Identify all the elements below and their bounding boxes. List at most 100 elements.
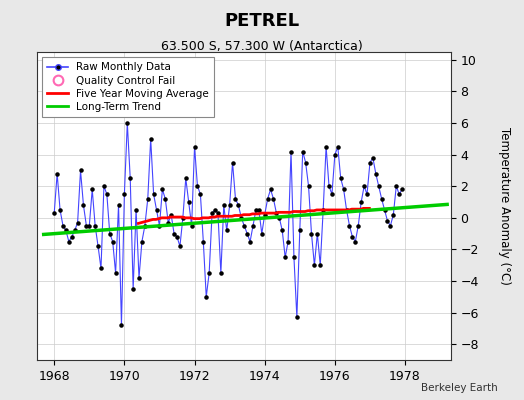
Point bbox=[372, 170, 380, 177]
Point bbox=[225, 202, 234, 208]
Point bbox=[123, 120, 132, 126]
Point bbox=[155, 222, 163, 229]
Point bbox=[287, 148, 295, 155]
Point bbox=[188, 222, 196, 229]
Point bbox=[73, 219, 82, 226]
Point bbox=[140, 222, 149, 229]
Point bbox=[126, 175, 135, 182]
Point bbox=[340, 186, 348, 193]
Point bbox=[77, 167, 85, 174]
Point bbox=[392, 183, 400, 190]
Point bbox=[228, 159, 237, 166]
Point bbox=[264, 196, 272, 202]
Point bbox=[260, 212, 269, 218]
Point bbox=[50, 210, 58, 216]
Point bbox=[94, 243, 102, 250]
Point bbox=[304, 183, 313, 190]
Point bbox=[252, 207, 260, 213]
Point bbox=[97, 265, 105, 272]
Point bbox=[149, 191, 158, 197]
Point bbox=[105, 230, 114, 237]
Point bbox=[377, 196, 386, 202]
Point bbox=[278, 227, 287, 234]
Point bbox=[301, 159, 310, 166]
Point bbox=[357, 199, 365, 205]
Y-axis label: Temperature Anomaly (°C): Temperature Anomaly (°C) bbox=[498, 127, 511, 285]
Point bbox=[53, 170, 61, 177]
Point bbox=[272, 210, 280, 216]
Point bbox=[91, 222, 100, 229]
Point bbox=[147, 136, 155, 142]
Point bbox=[64, 238, 73, 245]
Point bbox=[398, 186, 406, 193]
Point bbox=[164, 219, 172, 226]
Point bbox=[114, 202, 123, 208]
Point bbox=[336, 175, 345, 182]
Point bbox=[307, 230, 315, 237]
Point bbox=[158, 186, 167, 193]
Point bbox=[167, 212, 176, 218]
Point bbox=[85, 222, 93, 229]
Point bbox=[216, 270, 225, 276]
Point bbox=[56, 207, 64, 213]
Point bbox=[313, 230, 322, 237]
Point bbox=[383, 218, 391, 224]
Point bbox=[234, 202, 243, 208]
Point bbox=[152, 207, 161, 213]
Point bbox=[266, 186, 275, 193]
Point bbox=[108, 238, 117, 245]
Point bbox=[100, 183, 108, 190]
Point bbox=[375, 183, 383, 190]
Point bbox=[249, 222, 257, 229]
Point bbox=[208, 210, 216, 216]
Point bbox=[386, 222, 395, 229]
Point bbox=[345, 222, 354, 229]
Point bbox=[348, 234, 357, 240]
Legend: Raw Monthly Data, Quality Control Fail, Five Year Moving Average, Long-Term Tren: Raw Monthly Data, Quality Control Fail, … bbox=[42, 57, 214, 117]
Point bbox=[342, 207, 351, 213]
Point bbox=[389, 212, 398, 218]
Point bbox=[275, 215, 283, 221]
Point bbox=[79, 202, 88, 208]
Point bbox=[182, 175, 190, 182]
Point bbox=[190, 144, 199, 150]
Point bbox=[395, 191, 403, 197]
Point bbox=[351, 238, 359, 245]
Point bbox=[220, 202, 228, 208]
Point bbox=[132, 207, 140, 213]
Point bbox=[237, 215, 246, 221]
Point bbox=[296, 227, 304, 234]
Point bbox=[199, 238, 208, 245]
Point bbox=[290, 254, 298, 260]
Point bbox=[328, 191, 336, 197]
Point bbox=[161, 196, 169, 202]
Point bbox=[135, 275, 143, 281]
Point bbox=[310, 262, 319, 268]
Point bbox=[366, 159, 374, 166]
Point bbox=[176, 243, 184, 250]
Point bbox=[68, 234, 76, 240]
Point bbox=[173, 234, 181, 240]
Point bbox=[316, 262, 324, 268]
Point bbox=[258, 230, 266, 237]
Point bbox=[363, 191, 371, 197]
Point bbox=[284, 238, 292, 245]
Point bbox=[354, 222, 363, 229]
Point bbox=[380, 207, 389, 213]
Point bbox=[281, 254, 289, 260]
Point bbox=[88, 186, 96, 193]
Point bbox=[325, 183, 333, 190]
Point bbox=[334, 144, 342, 150]
Point bbox=[231, 196, 239, 202]
Point bbox=[214, 210, 222, 216]
Point bbox=[211, 207, 219, 213]
Point bbox=[202, 294, 211, 300]
Point bbox=[196, 191, 204, 197]
Point bbox=[205, 270, 213, 276]
Text: 63.500 S, 57.300 W (Antarctica): 63.500 S, 57.300 W (Antarctica) bbox=[161, 40, 363, 53]
Point bbox=[144, 196, 152, 202]
Point bbox=[103, 191, 111, 197]
Point bbox=[170, 230, 178, 237]
Text: Berkeley Earth: Berkeley Earth bbox=[421, 383, 498, 393]
Point bbox=[255, 207, 263, 213]
